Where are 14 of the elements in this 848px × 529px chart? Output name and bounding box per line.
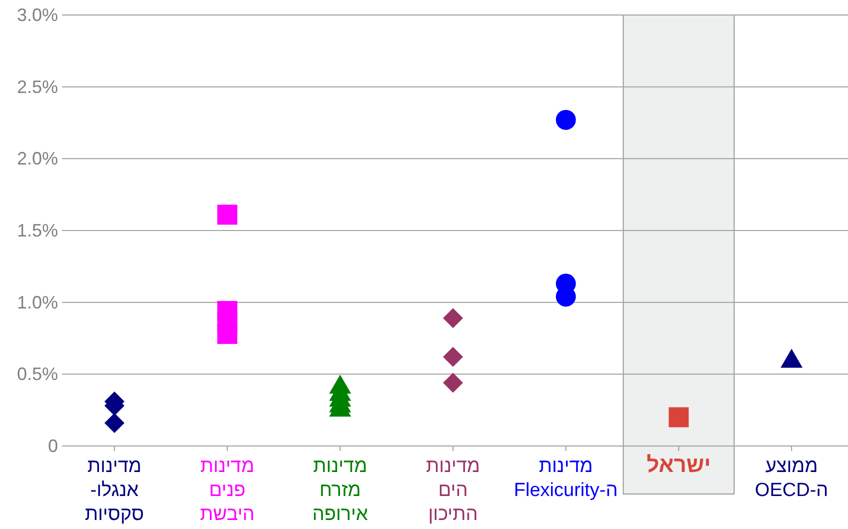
x-tick-label: מדינות אנגלו- סקסיות bbox=[84, 456, 144, 525]
x-tick-label: מדינות ה-Flexicurity bbox=[514, 456, 618, 501]
x-tick-label: מדינות הים התיכון bbox=[426, 456, 480, 525]
y-tick-label: 0.5% bbox=[16, 364, 58, 384]
x-tick-label: מדינות מזרח אירופה bbox=[312, 456, 368, 525]
x-tick-label: מדינות פנים היבשת bbox=[200, 456, 255, 525]
y-tick-label: 3.0% bbox=[16, 5, 58, 25]
y-tick-label: 1.0% bbox=[16, 292, 58, 312]
x-tick-label: ממוצע ה-OECD bbox=[754, 456, 828, 501]
y-tick-label: 2.0% bbox=[16, 148, 58, 169]
y-tick-label: 2.5% bbox=[16, 76, 58, 97]
y-tick-label: 0 bbox=[48, 436, 58, 456]
y-tick-label: 1.5% bbox=[16, 220, 58, 240]
x-tick-label: ישראל bbox=[646, 452, 711, 477]
